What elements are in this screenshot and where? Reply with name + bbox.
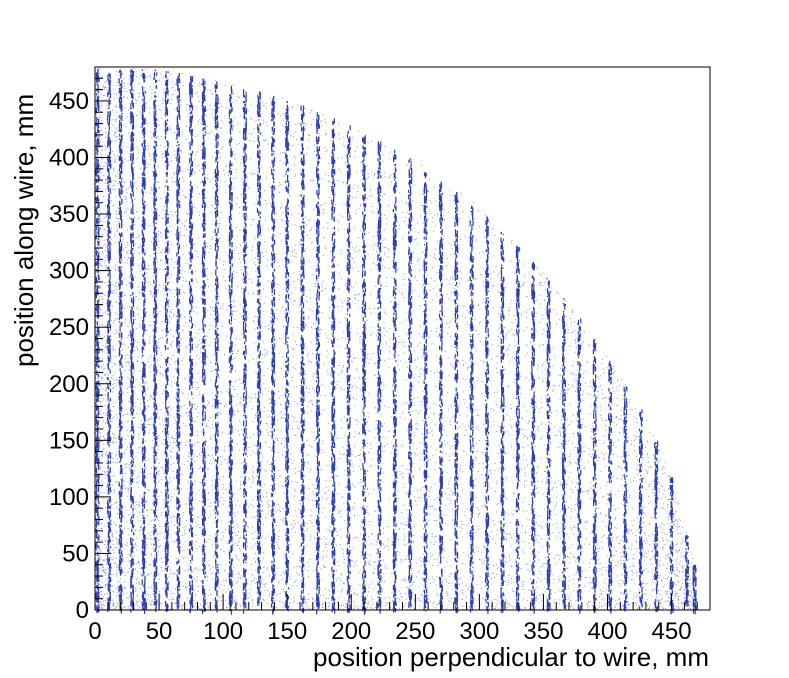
- x-tick-label: 450: [652, 618, 692, 645]
- wire-band-29: [500, 231, 505, 613]
- wire-band-8: [189, 75, 194, 614]
- wire-band-39: [654, 440, 659, 613]
- y-tick-label: 150: [49, 427, 89, 454]
- wire-band-42: [692, 564, 697, 615]
- x-axis-title: position perpendicular to wire, mm: [313, 642, 709, 672]
- wire-band-32: [546, 277, 551, 612]
- wire-band-10: [214, 81, 219, 613]
- y-tick-label: 200: [49, 371, 89, 398]
- wire-band-28: [485, 216, 490, 614]
- wire-band-33: [561, 298, 566, 610]
- wire-band-34: [577, 318, 582, 614]
- wire-band-30: [515, 245, 520, 612]
- wire-band-15: [285, 100, 290, 612]
- wire-band-4: [141, 69, 146, 614]
- y-tick-label: 300: [49, 258, 89, 285]
- wire-band-22: [392, 149, 397, 613]
- wire-band-18: [331, 118, 336, 614]
- y-tick-label: 50: [62, 540, 89, 567]
- wire-band-1: [107, 72, 112, 613]
- y-tick-label: 350: [49, 201, 89, 228]
- wire-band-25: [438, 181, 443, 614]
- wire-band-14: [271, 95, 276, 615]
- wire-band-24: [423, 172, 428, 612]
- y-tick-label: 100: [49, 484, 89, 511]
- wire-band-7: [176, 73, 181, 610]
- wire-band-26: [454, 191, 459, 614]
- x-tick-label: 300: [459, 618, 499, 645]
- x-tick-label: 150: [267, 618, 307, 645]
- x-tick-label: 0: [88, 618, 101, 645]
- wire-band-11: [228, 85, 233, 615]
- x-tick-label: 50: [146, 618, 173, 645]
- wire-band-0: [95, 68, 100, 614]
- wire-band-2: [118, 69, 123, 614]
- wire-band-38: [638, 409, 643, 610]
- x-tick-label: 250: [395, 618, 435, 645]
- y-axis-title: position along wire, mm: [9, 94, 39, 367]
- wire-band-19: [346, 125, 351, 613]
- wire-band-35: [592, 338, 597, 614]
- y-tick-label: 400: [49, 145, 89, 172]
- wire-band-31: [531, 261, 536, 614]
- y-tick-label: 250: [49, 314, 89, 341]
- y-axis-ticks: 0 50 100 150 200 250 300 350 400 450: [49, 66, 111, 624]
- plot-background: [95, 67, 710, 610]
- y-tick-label: 450: [49, 88, 89, 115]
- x-tick-label: 350: [523, 618, 563, 645]
- wire-band-3: [130, 69, 135, 613]
- wire-band-12: [242, 89, 247, 614]
- wire-band-21: [377, 141, 382, 614]
- wire-band-5: [153, 69, 158, 613]
- x-axis-ticks: 0 50 100 150 200 250 300 350 400 450: [88, 594, 711, 645]
- x-tick-label: 100: [203, 618, 243, 645]
- wire-bands: [95, 68, 697, 615]
- x-tick-label: 400: [587, 618, 627, 645]
- wire-band-16: [300, 105, 305, 614]
- y-tick-label: 0: [76, 597, 89, 624]
- wire-band-20: [362, 135, 367, 615]
- wire-band-23: [408, 158, 413, 608]
- wire-band-37: [623, 386, 628, 612]
- wire-band-17: [315, 112, 320, 615]
- wire-band-9: [201, 78, 206, 614]
- wire-band-41: [684, 534, 689, 607]
- wire-band-13: [256, 91, 262, 606]
- wire-band-36: [608, 360, 613, 614]
- x-tick-label: 200: [331, 618, 371, 645]
